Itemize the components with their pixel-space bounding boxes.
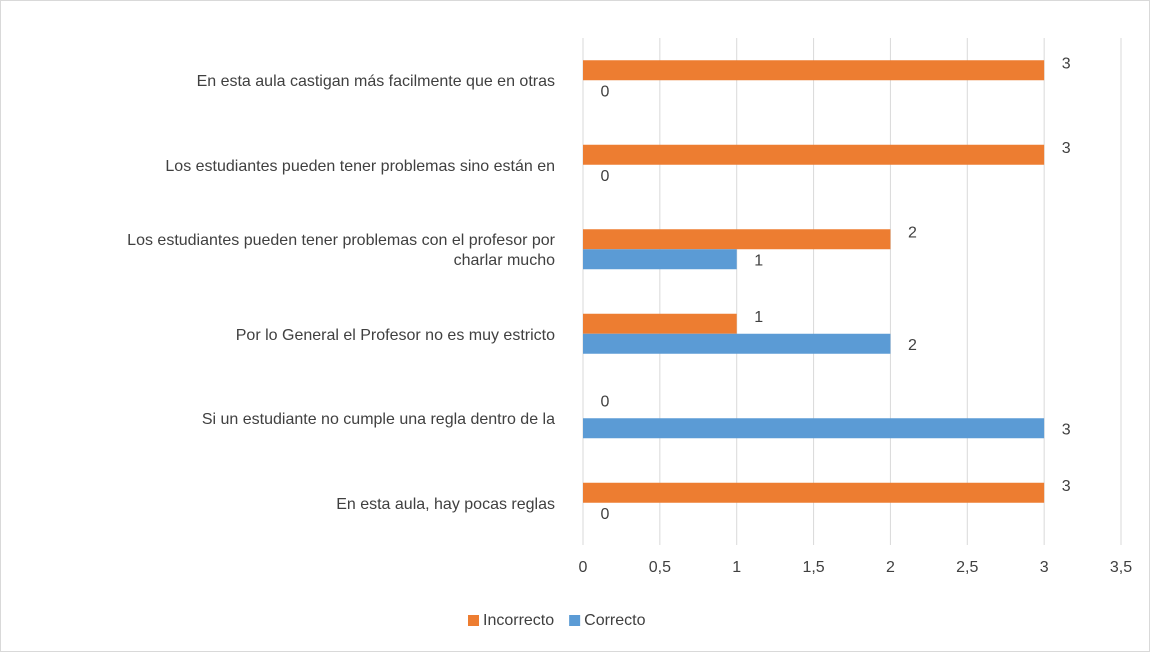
x-tick-label: 2,5: [956, 559, 978, 576]
bar: [583, 333, 891, 354]
data-label: 2: [908, 224, 917, 241]
bar: [583, 249, 737, 270]
data-label: 0: [601, 506, 610, 523]
category-label: En esta aula castigan más facilmente que…: [196, 73, 555, 91]
legend-label: Incorrecto: [483, 612, 554, 629]
category-label: Por lo General el Profesor no es muy est…: [235, 326, 555, 344]
data-label: 0: [601, 83, 610, 100]
x-tick-label: 2: [886, 559, 895, 576]
data-label: 3: [1062, 478, 1071, 495]
category-label: Los estudiantes pueden tener problemas c…: [127, 232, 555, 270]
x-tick-label: 1,5: [802, 559, 824, 576]
category-label: En esta aula, hay pocas reglas: [336, 495, 555, 513]
category-label: Si un estudiante no cumple una regla den…: [201, 411, 555, 429]
legend-label: Correcto: [584, 612, 645, 629]
category-label: Los estudiantes pueden tener problemas s…: [165, 157, 555, 175]
data-label: 3: [1062, 421, 1071, 438]
x-tick-label: 0,5: [649, 559, 671, 576]
bar: [583, 144, 1045, 165]
x-tick-label: 1: [732, 559, 741, 576]
data-label: 3: [1062, 55, 1071, 72]
bar: [583, 60, 1045, 81]
bar: [583, 229, 891, 250]
legend-swatch: [569, 615, 581, 626]
data-label: 3: [1062, 140, 1071, 157]
legend-swatch: [468, 615, 479, 626]
data-label: 0: [601, 393, 610, 410]
data-label: 0: [601, 168, 610, 185]
bar: [583, 418, 1045, 439]
x-tick-label: 3,5: [1110, 559, 1132, 576]
data-label: 2: [908, 337, 917, 354]
data-label: 1: [754, 309, 763, 326]
data-label: 1: [754, 252, 763, 269]
bar: [583, 482, 1045, 503]
bar: [583, 313, 737, 334]
x-tick-label: 0: [579, 559, 588, 576]
x-tick-label: 3: [1040, 559, 1049, 576]
